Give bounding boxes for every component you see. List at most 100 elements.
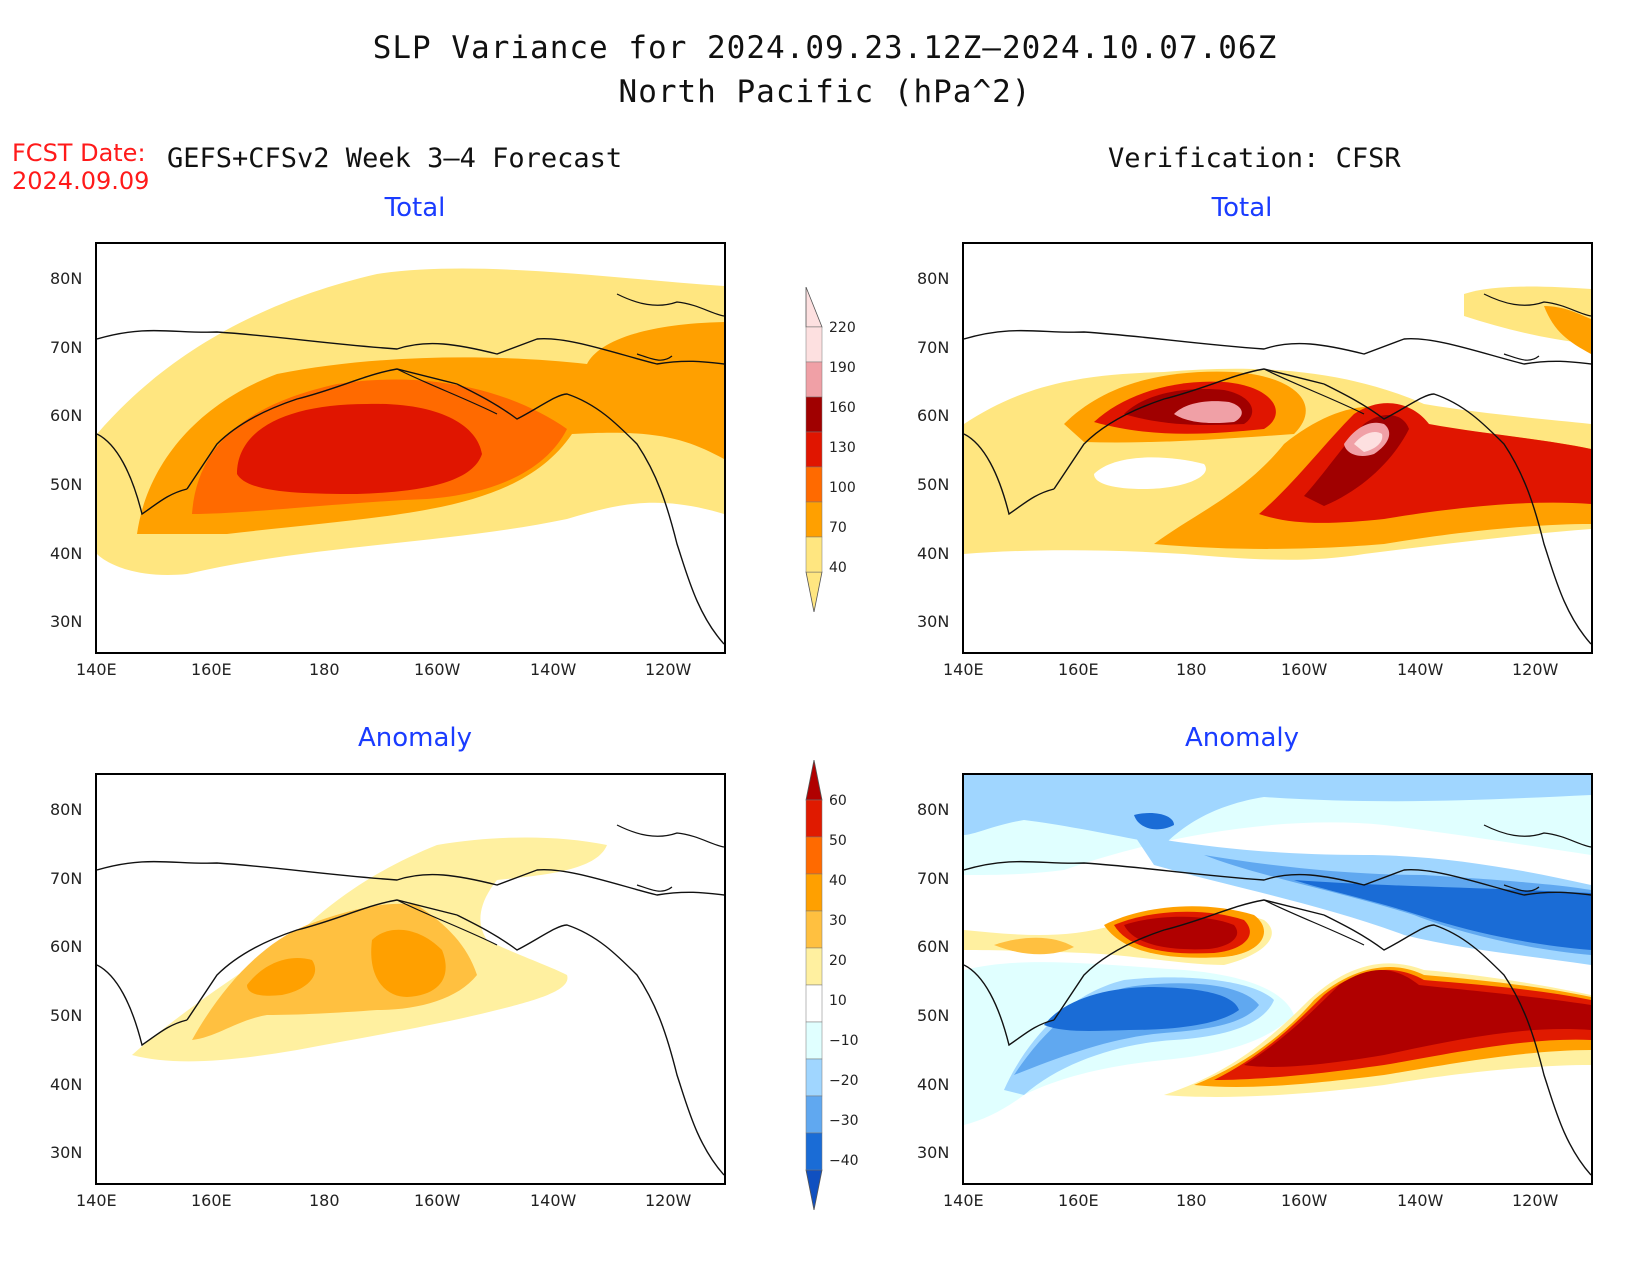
lat-label: 70N xyxy=(50,869,83,888)
colorbar-anomaly-swatch xyxy=(805,910,823,949)
colorbar-total-label: 220 xyxy=(829,320,856,336)
panel-title-bottom-left: Anomaly xyxy=(357,723,473,753)
lon-label: 180 xyxy=(309,1191,340,1210)
fcst-date-value: 2024.09.09 xyxy=(12,167,150,195)
lat-label: 30N xyxy=(50,612,83,631)
map-forecast-total xyxy=(95,242,726,654)
colorbar-total-swatch xyxy=(805,431,823,468)
lat-label: 50N xyxy=(50,475,83,494)
colorbar-anomaly-top-cap xyxy=(805,759,823,801)
map-verification-total xyxy=(962,242,1593,654)
colorbar-total-label: 40 xyxy=(829,560,847,576)
lon-label: 160E xyxy=(1058,1191,1099,1210)
colorbar-anomaly-label: −40 xyxy=(829,1153,859,1169)
map-verification-anomaly xyxy=(962,773,1593,1185)
left-column-title: GEFS+CFSv2 Week 3–4 Forecast xyxy=(167,143,623,174)
panel-title-top-left: Total xyxy=(384,193,446,223)
colorbar-anomaly-swatch xyxy=(805,873,823,912)
lon-label: 140W xyxy=(530,660,577,679)
colorbar-anomaly-label: 40 xyxy=(829,873,847,889)
panel-title-top-right: Total xyxy=(1211,193,1273,223)
colorbar-total-swatch xyxy=(805,466,823,503)
lat-label: 60N xyxy=(50,406,83,425)
lon-label: 160W xyxy=(414,660,461,679)
lon-label: 160W xyxy=(414,1191,461,1210)
colorbar-anomaly-swatch xyxy=(805,1058,823,1097)
lon-label: 140W xyxy=(1397,1191,1444,1210)
panel-title-bottom-right: Anomaly xyxy=(1184,723,1300,753)
lat-label: 30N xyxy=(917,612,950,631)
colorbar-anomaly-label: 30 xyxy=(829,913,847,929)
lon-label: 160W xyxy=(1281,1191,1328,1210)
lat-label: 60N xyxy=(917,937,950,956)
lat-label: 80N xyxy=(917,269,950,288)
colorbar-anomaly: 60 50 40 30 20 10 −10 −20 −30 −40 xyxy=(805,759,865,1211)
lat-label: 70N xyxy=(50,338,83,357)
lat-label: 40N xyxy=(50,544,83,563)
colorbar-anomaly-label: −20 xyxy=(829,1073,859,1089)
colorbar-total-label: 130 xyxy=(829,440,856,456)
colorbar-total-swatch xyxy=(805,396,823,433)
colorbar-total-swatches xyxy=(805,286,823,613)
lat-label: 40N xyxy=(50,1075,83,1094)
colorbar-anomaly-label: −30 xyxy=(829,1113,859,1129)
colorbar-anomaly-swatch xyxy=(805,1021,823,1060)
lon-label: 120W xyxy=(1512,660,1559,679)
lon-label: 120W xyxy=(645,1191,692,1210)
right-column-title: Verification: CFSR xyxy=(1108,143,1401,174)
lon-label: 120W xyxy=(1512,1191,1559,1210)
lon-label: 140E xyxy=(76,660,117,679)
lon-label: 180 xyxy=(1176,1191,1207,1210)
colorbar-anomaly-swatch xyxy=(805,1095,823,1134)
colorbar-total-label: 100 xyxy=(829,480,856,496)
lat-label: 50N xyxy=(917,475,950,494)
lat-label: 50N xyxy=(917,1006,950,1025)
colorbar-anomaly-label: 50 xyxy=(829,833,847,849)
lon-label: 180 xyxy=(309,660,340,679)
lon-label: 160W xyxy=(1281,660,1328,679)
colorbar-anomaly-swatch xyxy=(805,799,823,838)
colorbar-anomaly-label: 60 xyxy=(829,793,847,809)
colorbar-anomaly-swatch xyxy=(805,984,823,1023)
lat-label: 80N xyxy=(50,269,83,288)
colorbar-total: 220 190 160 130 100 70 40 xyxy=(805,286,865,613)
colorbar-anomaly-label: 20 xyxy=(829,953,847,969)
map-forecast-anomaly xyxy=(95,773,726,1185)
lat-label: 70N xyxy=(917,338,950,357)
lon-label: 140E xyxy=(943,1191,984,1210)
colorbar-total-swatch xyxy=(805,326,823,363)
colorbar-total-label: 190 xyxy=(829,360,856,376)
colorbar-anomaly-swatch xyxy=(805,947,823,986)
lon-label: 160E xyxy=(191,660,232,679)
lat-label: 60N xyxy=(50,937,83,956)
main-subtitle: North Pacific (hPa^2) xyxy=(618,74,1032,110)
lat-label: 40N xyxy=(917,544,950,563)
colorbar-total-label: 70 xyxy=(829,520,847,536)
colorbar-total-label: 160 xyxy=(829,400,856,416)
lat-label: 50N xyxy=(50,1006,83,1025)
lat-label: 30N xyxy=(917,1143,950,1162)
lat-label: 80N xyxy=(50,800,83,819)
colorbar-anomaly-label: −10 xyxy=(829,1033,859,1049)
colorbar-total-swatch xyxy=(805,501,823,538)
colorbar-anomaly-swatch xyxy=(805,1132,823,1171)
colorbar-total-bottom-cap xyxy=(805,571,823,613)
lon-label: 180 xyxy=(1176,660,1207,679)
lon-label: 140E xyxy=(943,660,984,679)
main-title: SLP Variance for 2024.09.23.12Z–2024.10.… xyxy=(372,30,1278,66)
colorbar-anomaly-label: 10 xyxy=(829,993,847,1009)
colorbar-anomaly-swatch xyxy=(805,836,823,875)
lon-label: 140W xyxy=(1397,660,1444,679)
lat-label: 80N xyxy=(917,800,950,819)
colorbar-anomaly-swatches xyxy=(805,759,823,1211)
lon-label: 160E xyxy=(1058,660,1099,679)
lat-label: 30N xyxy=(50,1143,83,1162)
colorbar-total-swatch xyxy=(805,536,823,573)
colorbar-total-swatch xyxy=(805,361,823,398)
lon-label: 160E xyxy=(191,1191,232,1210)
colorbar-total-top-cap xyxy=(805,286,823,328)
lon-label: 140W xyxy=(530,1191,577,1210)
fcst-date-label: FCST Date: xyxy=(12,139,146,167)
lat-label: 40N xyxy=(917,1075,950,1094)
lat-label: 60N xyxy=(917,406,950,425)
